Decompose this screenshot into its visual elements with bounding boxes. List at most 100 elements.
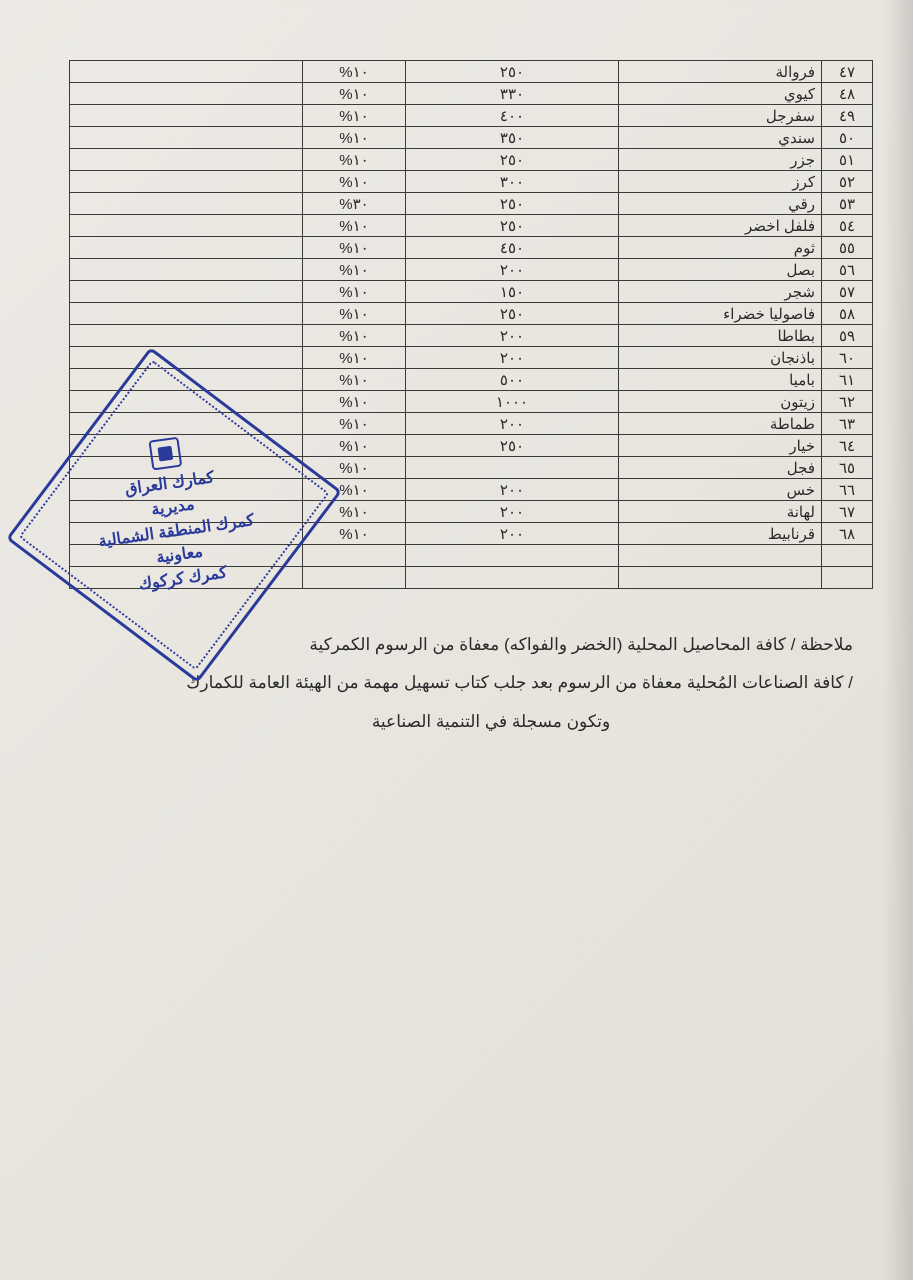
empty-cell bbox=[71, 457, 304, 479]
item-name bbox=[620, 567, 823, 589]
table-row: ٥٨فاصوليا خضراء٢٥٠%١٠ bbox=[71, 303, 874, 325]
empty-cell bbox=[71, 567, 304, 589]
item-name: زيتون bbox=[620, 391, 823, 413]
row-index: ٦٥ bbox=[823, 457, 874, 479]
table-row: ٦٧لهانة٢٠٠%١٠ bbox=[71, 501, 874, 523]
note-line-1: ملاحظة / كافة المحاصيل المحلية (الخضر وا… bbox=[130, 629, 854, 661]
row-index: ٦٤ bbox=[823, 435, 874, 457]
scan-shadow bbox=[884, 0, 914, 1280]
item-name: فجل bbox=[620, 457, 823, 479]
empty-cell bbox=[71, 127, 304, 149]
item-name: رقي bbox=[620, 193, 823, 215]
item-value: ٢٠٠ bbox=[407, 325, 620, 347]
table-row: ٥٤فلفل اخضر٢٥٠%١٠ bbox=[71, 215, 874, 237]
item-value: ٢٠٠ bbox=[407, 413, 620, 435]
item-value: ٢٠٠ bbox=[407, 501, 620, 523]
empty-cell bbox=[71, 325, 304, 347]
table-row: ٥٧شجر١٥٠%١٠ bbox=[71, 281, 874, 303]
item-percent: %١٠ bbox=[304, 523, 407, 545]
item-value: ٢٥٠ bbox=[407, 215, 620, 237]
empty-cell bbox=[71, 105, 304, 127]
row-index: ٥٢ bbox=[823, 171, 874, 193]
item-value: ٢٠٠ bbox=[407, 259, 620, 281]
table-row: ٦٥فجل %١٠ bbox=[71, 457, 874, 479]
empty-cell bbox=[71, 259, 304, 281]
item-name: كرز bbox=[620, 171, 823, 193]
row-index: ٥٠ bbox=[823, 127, 874, 149]
item-name: لهانة bbox=[620, 501, 823, 523]
note-line-3: وتكون مسجلة في التنمية الصناعية bbox=[130, 706, 854, 738]
item-value: ٣٣٠ bbox=[407, 83, 620, 105]
footnotes: ملاحظة / كافة المحاصيل المحلية (الخضر وا… bbox=[70, 629, 874, 738]
item-name: سفرجل bbox=[620, 105, 823, 127]
item-value: ٢٥٠ bbox=[407, 149, 620, 171]
item-percent: %١٠ bbox=[304, 127, 407, 149]
row-index: ٥٤ bbox=[823, 215, 874, 237]
item-name: بطاطا bbox=[620, 325, 823, 347]
table-row: ٦٦خس٢٠٠%١٠ bbox=[71, 479, 874, 501]
row-index: ٥٦ bbox=[823, 259, 874, 281]
item-percent: %١٠ bbox=[304, 237, 407, 259]
item-value: ٢٥٠ bbox=[407, 303, 620, 325]
table-row: ٦٠باذنجان٢٠٠%١٠ bbox=[71, 347, 874, 369]
item-name: سندي bbox=[620, 127, 823, 149]
table-row: ٦٢زيتون١٠٠٠%١٠ bbox=[71, 391, 874, 413]
item-percent: %١٠ bbox=[304, 83, 407, 105]
empty-cell bbox=[71, 347, 304, 369]
item-value: ٥٠٠ bbox=[407, 369, 620, 391]
item-percent: %١٠ bbox=[304, 149, 407, 171]
row-index: ٦٧ bbox=[823, 501, 874, 523]
item-percent: %١٠ bbox=[304, 215, 407, 237]
empty-cell bbox=[71, 215, 304, 237]
item-name: كيوي bbox=[620, 83, 823, 105]
table-row: ٦٨قرنابيط٢٠٠%١٠ bbox=[71, 523, 874, 545]
item-percent: %١٠ bbox=[304, 281, 407, 303]
item-name: ثوم bbox=[620, 237, 823, 259]
item-value: ٤٥٠ bbox=[407, 237, 620, 259]
item-percent: %١٠ bbox=[304, 501, 407, 523]
item-value: ٤٠٠ bbox=[407, 105, 620, 127]
item-value: ٢٠٠ bbox=[407, 479, 620, 501]
empty-cell bbox=[71, 369, 304, 391]
table-row: ٥٦بصل٢٠٠%١٠ bbox=[71, 259, 874, 281]
item-name: فلفل اخضر bbox=[620, 215, 823, 237]
item-name: بصل bbox=[620, 259, 823, 281]
table-row: ٤٨كيوي٣٣٠%١٠ bbox=[71, 83, 874, 105]
row-index: ٥٥ bbox=[823, 237, 874, 259]
table-row: ٥٥ثوم٤٥٠%١٠ bbox=[71, 237, 874, 259]
row-index: ٥٨ bbox=[823, 303, 874, 325]
item-value: ١٥٠ bbox=[407, 281, 620, 303]
item-name: فاصوليا خضراء bbox=[620, 303, 823, 325]
row-index: ٥٧ bbox=[823, 281, 874, 303]
item-percent: %١٠ bbox=[304, 369, 407, 391]
table-row: ٥٠سندي٣٥٠%١٠ bbox=[71, 127, 874, 149]
item-value: ٣٠٠ bbox=[407, 171, 620, 193]
table-row: ٤٧فروالة٢٥٠%١٠ bbox=[71, 61, 874, 83]
item-percent: %١٠ bbox=[304, 479, 407, 501]
table-row: ٤٩سفرجل٤٠٠%١٠ bbox=[71, 105, 874, 127]
item-name: طماطة bbox=[620, 413, 823, 435]
item-value bbox=[407, 457, 620, 479]
row-index: ٥٩ bbox=[823, 325, 874, 347]
item-percent bbox=[304, 567, 407, 589]
item-value bbox=[407, 545, 620, 567]
empty-cell bbox=[71, 435, 304, 457]
row-index: ٦٦ bbox=[823, 479, 874, 501]
row-index: ٦٠ bbox=[823, 347, 874, 369]
item-name: شجر bbox=[620, 281, 823, 303]
empty-cell bbox=[71, 479, 304, 501]
row-index: ٥١ bbox=[823, 149, 874, 171]
empty-cell bbox=[71, 523, 304, 545]
item-percent: %١٠ bbox=[304, 435, 407, 457]
row-index: ٤٩ bbox=[823, 105, 874, 127]
item-percent: %١٠ bbox=[304, 303, 407, 325]
item-value: ٢٠٠ bbox=[407, 347, 620, 369]
item-percent: %١٠ bbox=[304, 259, 407, 281]
item-percent: %١٠ bbox=[304, 457, 407, 479]
row-index bbox=[823, 567, 874, 589]
item-value: ١٠٠٠ bbox=[407, 391, 620, 413]
item-percent: %١٠ bbox=[304, 105, 407, 127]
item-name: جزر bbox=[620, 149, 823, 171]
empty-cell bbox=[71, 303, 304, 325]
item-value: ٢٠٠ bbox=[407, 523, 620, 545]
